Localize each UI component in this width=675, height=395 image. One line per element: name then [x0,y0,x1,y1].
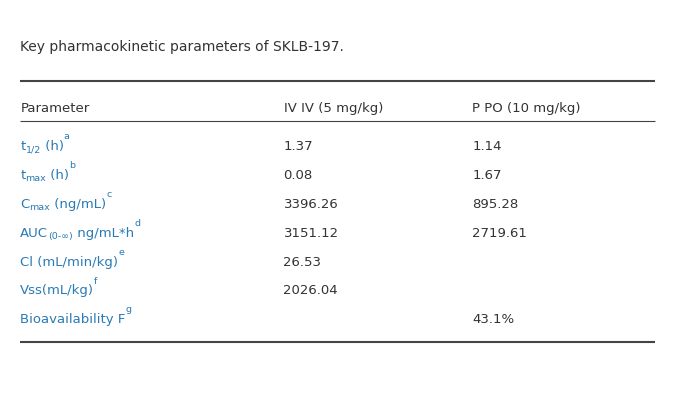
Text: 3151.12: 3151.12 [284,227,339,240]
Text: c: c [107,190,111,199]
Text: d: d [134,219,140,228]
Text: IV IV (5 mg/kg): IV IV (5 mg/kg) [284,102,383,115]
Text: Parameter: Parameter [20,102,90,115]
Text: (0-∞): (0-∞) [48,232,73,241]
Text: g: g [126,305,132,314]
Text: 895.28: 895.28 [472,198,519,211]
Text: (h): (h) [40,140,63,153]
Text: Key pharmacokinetic parameters of SKLB-197.: Key pharmacokinetic parameters of SKLB-1… [20,40,344,53]
Text: f: f [95,276,98,286]
Text: Cl (mL/min/kg): Cl (mL/min/kg) [20,256,118,269]
Text: AUC: AUC [20,227,48,240]
Text: C: C [20,198,30,211]
Text: max: max [26,174,47,183]
Text: a: a [63,132,70,141]
Text: (h): (h) [47,169,70,182]
Text: 2026.04: 2026.04 [284,284,338,297]
Text: b: b [70,161,75,170]
Text: Bioavailability F: Bioavailability F [20,313,126,326]
Text: 43.1%: 43.1% [472,313,514,326]
Text: (ng/mL): (ng/mL) [50,198,107,211]
Text: 1.37: 1.37 [284,140,313,153]
Text: P PO (10 mg/kg): P PO (10 mg/kg) [472,102,581,115]
Text: 1/2: 1/2 [26,145,40,154]
Text: max: max [30,203,50,212]
Text: ng/mL*h: ng/mL*h [73,227,134,240]
Text: 1.14: 1.14 [472,140,502,153]
Text: t: t [20,169,26,182]
Text: 2719.61: 2719.61 [472,227,527,240]
Text: e: e [118,248,124,257]
Text: 3396.26: 3396.26 [284,198,338,211]
Text: 0.08: 0.08 [284,169,313,182]
Text: Vss(mL/kg): Vss(mL/kg) [20,284,95,297]
Text: 1.67: 1.67 [472,169,502,182]
Text: 26.53: 26.53 [284,256,321,269]
Text: t: t [20,140,26,153]
